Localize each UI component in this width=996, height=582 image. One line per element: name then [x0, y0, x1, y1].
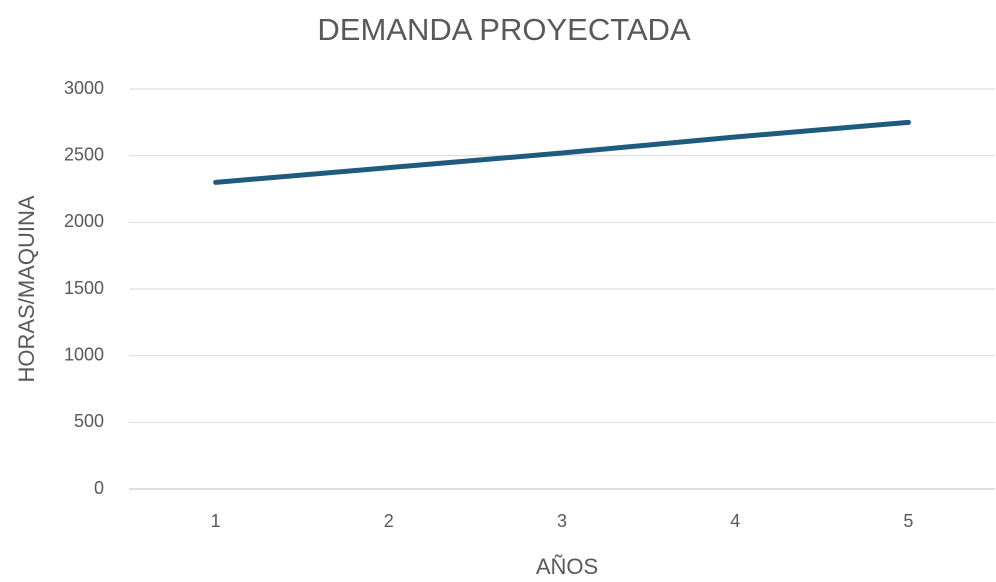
y-tick-label: 500 — [74, 411, 104, 431]
y-tick-label: 1500 — [64, 278, 104, 298]
y-tick-label: 1000 — [64, 344, 104, 364]
x-tick-label: 3 — [557, 511, 567, 531]
x-tick-label: 2 — [384, 511, 394, 531]
y-tick-label: 2500 — [64, 144, 104, 164]
y-tick-label: 3000 — [64, 78, 104, 98]
x-tick-label: 5 — [903, 511, 913, 531]
line-series — [213, 119, 911, 185]
y-axis-label: HORAS/MAQUINA — [14, 195, 39, 382]
y-tick-label: 0 — [94, 478, 104, 498]
y-tick-label: 2000 — [64, 211, 104, 231]
x-tick-label: 1 — [211, 511, 221, 531]
x-tick-label: 4 — [730, 511, 740, 531]
chart-title: DEMANDA PROYECTADA — [317, 12, 691, 47]
x-axis-label: AÑOS — [536, 554, 598, 579]
